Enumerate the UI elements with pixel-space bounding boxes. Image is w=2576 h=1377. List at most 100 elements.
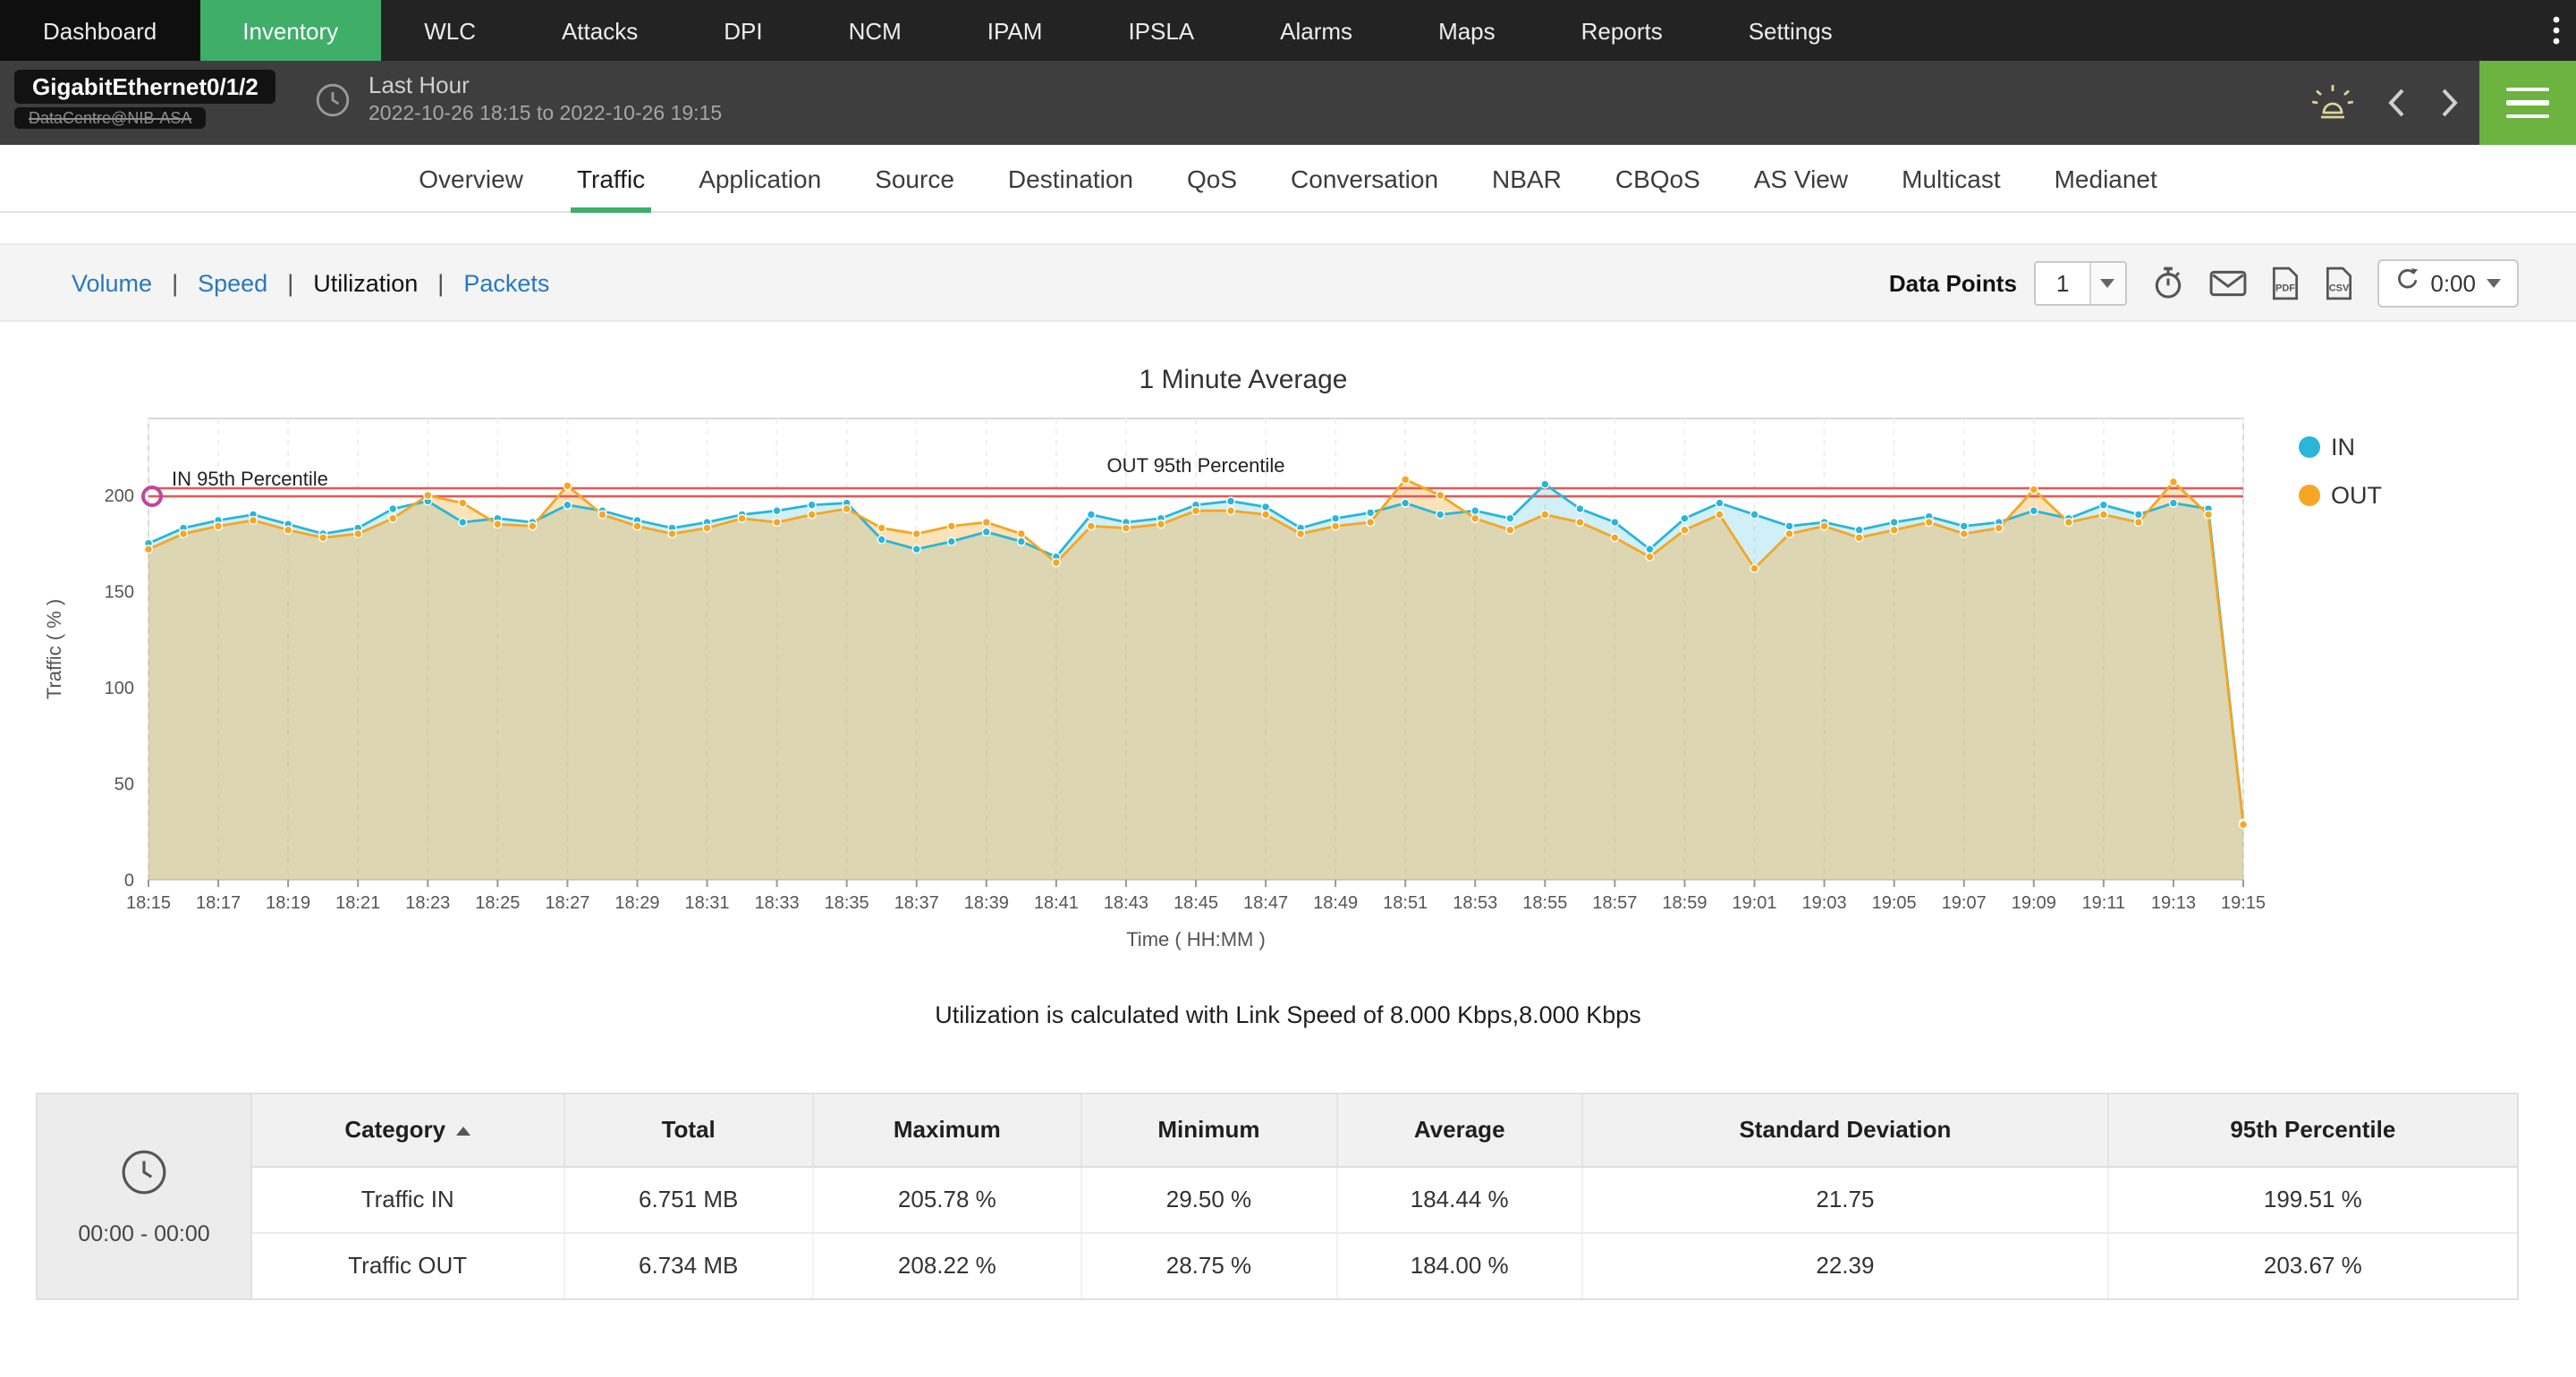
summary-header-average[interactable]: Average — [1335, 1094, 1583, 1167]
svg-text:18:47: 18:47 — [1243, 893, 1288, 913]
device-subtitle: DataCentre@NIB-ASA — [14, 107, 207, 129]
svg-text:18:39: 18:39 — [964, 893, 1009, 913]
utilization-chart-svg[interactable]: 0 50 100 150 200 18:15 18:17 18:19 18:21 18:23 18:… — [0, 397, 2576, 973]
svg-text:Traffic ( % ): Traffic ( % ) — [43, 599, 65, 699]
nav-item-dashboard[interactable]: Dashboard — [0, 0, 200, 61]
tab-overview[interactable]: Overview — [419, 164, 523, 192]
metric-link-volume[interactable]: Volume — [72, 269, 153, 296]
svg-text:19:01: 19:01 — [1733, 893, 1777, 913]
tab-traffic[interactable]: Traffic — [571, 145, 651, 213]
nav-item-maps[interactable]: Maps — [1438, 17, 1496, 44]
svg-text:18:53: 18:53 — [1453, 893, 1497, 913]
summary-header-95th-percentile[interactable]: 95th Percentile — [2106, 1094, 2517, 1167]
tab-conversation[interactable]: Conversation — [1291, 164, 1439, 192]
svg-text:19:13: 19:13 — [2151, 893, 2196, 913]
refresh-interval-select[interactable]: 0:00 — [2377, 258, 2519, 307]
refresh-value: 0:00 — [2430, 269, 2476, 296]
table-cell: 29.50 % — [1080, 1166, 1337, 1233]
kebab-menu-icon[interactable] — [2551, 0, 2562, 61]
nav-item-attacks[interactable]: Attacks — [561, 17, 639, 44]
nav-item-ipsla[interactable]: IPSLA — [1128, 17, 1195, 44]
svg-text:19:09: 19:09 — [2012, 893, 2056, 913]
nav-item-wlc[interactable]: WLC — [424, 17, 476, 44]
menu-icon[interactable] — [2479, 61, 2576, 145]
summary-header-total[interactable]: Total — [563, 1094, 813, 1167]
metric-link-packets[interactable]: Packets — [463, 269, 550, 296]
top-nav: Dashboard Inventory WLC Attacks DPI NCM IPAM IP… — [0, 0, 2576, 61]
csv-export-icon[interactable]: CSV — [2323, 266, 2353, 300]
tab-destination[interactable]: Destination — [1007, 164, 1133, 192]
table-cell: 28.75 % — [1080, 1232, 1337, 1298]
timer-icon[interactable] — [2149, 265, 2185, 300]
svg-text:18:31: 18:31 — [685, 893, 730, 913]
svg-text:200: 200 — [105, 486, 134, 506]
nav-item-settings[interactable]: Settings — [1748, 17, 1833, 44]
device-title: GigabitEthernet0/1/2 — [14, 70, 276, 104]
tab-cbqos[interactable]: CBQoS — [1614, 164, 1700, 192]
table-cell: 184.44 % — [1335, 1166, 1583, 1233]
device-header: GigabitEthernet0/1/2 DataCentre@NIB-ASA … — [0, 61, 2576, 145]
top-nav-items: Dashboard Inventory WLC Attacks DPI NCM IPAM IP… — [0, 0, 1876, 61]
tab-application[interactable]: Application — [699, 164, 822, 192]
sort-asc-icon[interactable] — [456, 1127, 471, 1136]
svg-text:19:03: 19:03 — [1802, 893, 1847, 913]
svg-text:18:21: 18:21 — [335, 893, 380, 913]
nav-item-inventory[interactable]: Inventory — [199, 0, 382, 61]
data-points-select[interactable]: 1 — [2034, 260, 2127, 305]
clock-icon — [120, 1147, 168, 1204]
separator: | — [287, 269, 294, 296]
svg-text:18:37: 18:37 — [894, 893, 939, 913]
summary-header-minimum[interactable]: Minimum — [1080, 1094, 1337, 1167]
nav-item-dpi[interactable]: DPI — [724, 17, 763, 44]
tab-source[interactable]: Source — [875, 164, 954, 192]
period-label: Last Hour — [369, 72, 470, 98]
metric-toolbar: Volume | Speed | Utilization | Packets Data Po… — [0, 243, 2576, 322]
summary-header-standard-deviation[interactable]: Standard Deviation — [1581, 1094, 2108, 1167]
nav-item-reports[interactable]: Reports — [1580, 17, 1663, 44]
svg-text:18:49: 18:49 — [1313, 893, 1358, 913]
svg-text:OUT: OUT — [2331, 482, 2382, 509]
nav-item-alarms[interactable]: Alarms — [1280, 17, 1353, 44]
tab-as-view[interactable]: AS View — [1753, 164, 1849, 192]
svg-text:19:07: 19:07 — [1942, 893, 1987, 913]
summary-header-maximum[interactable]: Maximum — [811, 1094, 1081, 1167]
time-period[interactable]: Last Hour 2022-10-26 18:15 to 2022-10-26… — [369, 72, 722, 125]
svg-text:PDF: PDF — [2275, 282, 2294, 292]
refresh-icon — [2394, 266, 2419, 300]
chevron-right-icon[interactable] — [2440, 88, 2460, 127]
svg-text:0: 0 — [124, 871, 134, 891]
table-cell: 6.751 MB — [563, 1166, 813, 1233]
link-speed-caption: Utilization is calculated with Link Spee… — [935, 1001, 1641, 1028]
svg-text:18:45: 18:45 — [1174, 893, 1218, 913]
svg-text:18:35: 18:35 — [825, 893, 869, 913]
metric-link-utilization[interactable]: Utilization — [313, 269, 419, 296]
pdf-export-icon[interactable]: PDF — [2269, 266, 2300, 300]
tab-multicast[interactable]: Multicast — [1902, 164, 2001, 192]
svg-text:Time ( HH:MM ): Time ( HH:MM ) — [1126, 928, 1266, 950]
alarm-icon[interactable] — [2309, 82, 2356, 131]
svg-text:18:25: 18:25 — [475, 893, 520, 913]
chevron-down-icon — [2089, 262, 2125, 303]
svg-text:18:41: 18:41 — [1034, 893, 1079, 913]
chevron-left-icon[interactable] — [2386, 88, 2406, 127]
tab-nbar[interactable]: NBAR — [1492, 164, 1562, 192]
nav-item-ipam[interactable]: IPAM — [987, 17, 1043, 44]
data-points-label: Data Points — [1888, 269, 2017, 296]
tab-qos[interactable]: QoS — [1187, 164, 1238, 192]
svg-text:150: 150 — [105, 583, 134, 603]
summary-body: Traffic IN 6.751 MB 205.78 % 29.50 % 184.44 … — [252, 1166, 2517, 1298]
nav-item-ncm[interactable]: NCM — [848, 17, 902, 44]
tab-medianet[interactable]: Medianet — [2054, 164, 2157, 192]
view-tabs: Overview Traffic Application Source Destinat… — [0, 145, 2576, 213]
svg-text:19:05: 19:05 — [1872, 893, 1917, 913]
data-points-value: 1 — [2055, 269, 2070, 296]
svg-text:18:27: 18:27 — [545, 893, 589, 913]
device-title-block[interactable]: GigabitEthernet0/1/2 DataCentre@NIB-ASA — [14, 70, 276, 129]
table-cell: Traffic IN — [252, 1166, 564, 1233]
table-row: Traffic IN 6.751 MB 205.78 % 29.50 % 184.44 … — [252, 1166, 2517, 1233]
metric-link-speed[interactable]: Speed — [198, 269, 268, 296]
summary-header-category[interactable]: Category — [252, 1094, 564, 1167]
email-icon[interactable] — [2208, 267, 2246, 298]
svg-text:OUT 95th Percentile: OUT 95th Percentile — [1107, 454, 1285, 477]
metric-links: Volume | Speed | Utilization | Packets — [72, 269, 549, 296]
